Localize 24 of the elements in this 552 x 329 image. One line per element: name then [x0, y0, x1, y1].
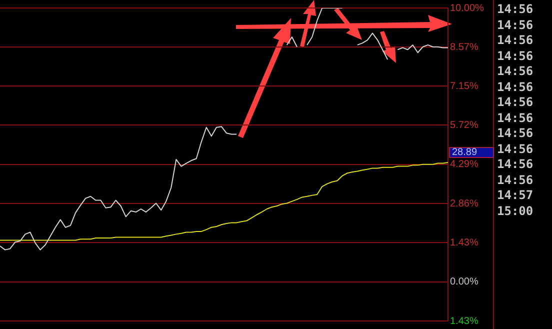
text: 14:56	[497, 18, 534, 33]
y-tick-label: 7.15%	[450, 80, 478, 92]
y-tick-label: 8.57%	[450, 42, 478, 53]
text: 14:56	[497, 64, 534, 80]
text: 14:56	[497, 80, 534, 95]
text: 28.89	[449, 147, 494, 158]
y-tick-label: 5.72%	[450, 120, 478, 131]
y-tick-label: 1.43%	[450, 237, 478, 248]
text: 15:00	[497, 204, 534, 219]
text: 14:57	[497, 188, 534, 204]
text: 14:56	[497, 157, 534, 172]
y-tick-label: 1.43%	[450, 316, 478, 327]
text: 14:56	[497, 33, 534, 48]
text: 14:56	[497, 2, 534, 18]
text: 14:56	[497, 172, 534, 188]
text: 14:56	[497, 110, 534, 126]
y-tick-label: 4.29%	[450, 159, 478, 170]
y-tick-label: 0.00%	[450, 276, 478, 288]
text: 14:56	[497, 126, 534, 142]
text: 14:56	[497, 95, 534, 110]
y-tick-label: 2.86%	[450, 198, 478, 210]
y-tick-label: 10.00%	[450, 2, 484, 14]
text: 14:56	[497, 142, 534, 157]
text: 14:56	[497, 48, 534, 64]
